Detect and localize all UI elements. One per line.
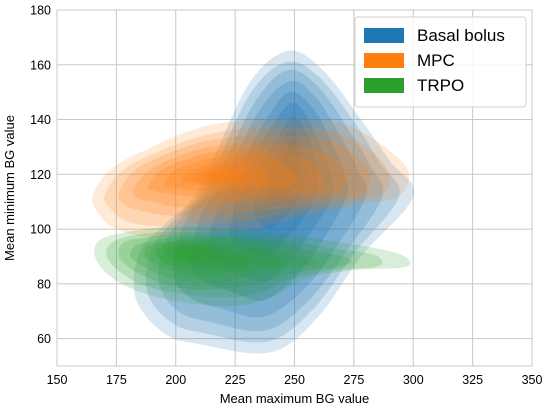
x-tick-label: 300 [403, 373, 424, 387]
series-basal-bolus-contour-level [158, 69, 384, 332]
legend-swatch-basal-bolus [364, 28, 404, 43]
x-tick-label: 200 [165, 373, 186, 387]
x-tick-label: 150 [47, 373, 68, 387]
legend-label-basal-bolus: Basal bolus [417, 26, 505, 45]
x-axis-label: Mean maximum BG value [220, 391, 370, 406]
series-trpo-contour-level [130, 237, 319, 284]
series-trpo-contour-level [166, 244, 226, 263]
series-trpo-contour-level [106, 231, 383, 298]
y-tick-label: 80 [37, 277, 51, 291]
y-axis-label: Mean minimum BG value [2, 115, 17, 261]
series-trpo-contour-level [118, 234, 352, 291]
x-tick-labels: 150 175 200 225 250 275 300 325 350 [47, 373, 543, 387]
legend-swatch-mpc [364, 53, 404, 68]
series-basal-bolus-contour-level [254, 127, 307, 230]
series-mpc-contour-level [180, 163, 269, 186]
series-mpc-contour-level [92, 118, 410, 238]
x-tick-label: 275 [343, 373, 364, 387]
y-tick-label: 60 [37, 332, 51, 346]
plot-frame [56, 9, 533, 367]
y-tick-label: 120 [30, 168, 51, 182]
contour-layers [92, 50, 415, 354]
series-trpo-contour-level [156, 242, 255, 268]
series-basal-bolus-contour-level [189, 91, 349, 301]
legend-label-trpo: TRPO [417, 76, 464, 95]
y-tick-labels: 60 80 100 120 140 160 180 [30, 4, 51, 347]
series-trpo-density [94, 226, 411, 307]
series-basal-bolus-contour-level [172, 80, 367, 318]
series-basal-bolus-density [133, 50, 415, 354]
series-mpc-contour-level [208, 171, 234, 181]
x-tick-label: 225 [225, 373, 246, 387]
series-trpo-contour-level [144, 240, 286, 277]
series-basal-bolus-contour-level [133, 50, 415, 354]
x-tick-label: 250 [284, 373, 305, 387]
y-tick-label: 180 [30, 4, 51, 18]
series-trpo-contour-level [94, 226, 411, 307]
series-basal-bolus-contour-level [229, 116, 319, 258]
series-mpc-contour-level [163, 155, 296, 191]
legend-label-mpc: MPC [417, 51, 455, 70]
legend: Basal bolus MPC TRPO [354, 16, 527, 108]
y-tick-label: 160 [30, 58, 51, 72]
legend-swatch-trpo [364, 78, 404, 93]
x-tick-label: 350 [522, 373, 543, 387]
series-basal-bolus-contour-level [267, 138, 300, 206]
series-mpc-contour-level [147, 149, 324, 200]
series-basal-bolus-contour-level [146, 61, 400, 343]
x-tick-label: 175 [106, 373, 127, 387]
series-mpc-contour-level [104, 126, 391, 227]
series-mpc-contour-level [132, 143, 347, 208]
series-mpc-density [92, 118, 410, 238]
series-trpo-contour-level [173, 250, 203, 260]
series-mpc-contour-level [118, 135, 371, 216]
y-tick-label: 100 [30, 223, 51, 237]
series-mpc-contour-level [194, 168, 248, 183]
y-tick-label: 140 [30, 113, 51, 127]
x-tick-label: 325 [462, 373, 483, 387]
series-basal-bolus-contour-level [208, 102, 334, 282]
